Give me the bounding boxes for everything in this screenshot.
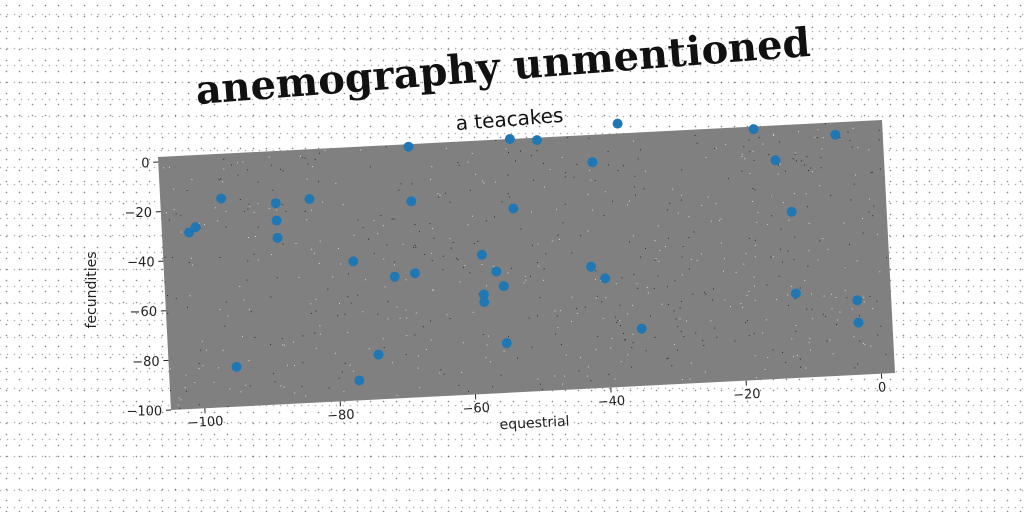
data-point xyxy=(231,361,242,372)
data-point xyxy=(853,317,864,328)
data-point xyxy=(403,141,414,152)
data-point xyxy=(479,297,490,307)
data-point xyxy=(354,375,365,386)
data-point xyxy=(478,289,489,300)
data-point xyxy=(498,281,509,292)
data-point xyxy=(272,232,283,243)
data-point xyxy=(532,135,542,146)
data-point xyxy=(410,268,420,279)
data-point xyxy=(389,271,400,282)
data-point xyxy=(348,256,359,267)
data-point xyxy=(790,288,801,299)
plot-background xyxy=(158,120,895,410)
x-tick-label: −80 xyxy=(327,408,355,424)
x-tick-label: −60 xyxy=(462,401,490,417)
data-point xyxy=(216,193,227,204)
data-point xyxy=(406,196,417,207)
data-point xyxy=(508,203,519,214)
data-point xyxy=(852,295,863,306)
chart-subtitle: a teacakes xyxy=(455,103,564,135)
data-point xyxy=(491,266,502,277)
data-point xyxy=(504,134,515,144)
x-axis-label: equestrial xyxy=(499,414,570,434)
x-tick-label: −20 xyxy=(733,387,761,403)
data-point xyxy=(476,249,487,260)
chart-title: anemography unmentioned xyxy=(194,19,812,114)
data-point xyxy=(304,194,315,204)
plot-noise xyxy=(163,123,887,409)
y-tick-label: 0 xyxy=(141,156,149,171)
y-tick-label: −100 xyxy=(126,404,162,419)
data-point xyxy=(501,338,512,349)
y-tick-label: −20 xyxy=(125,206,152,221)
y-tick-label: −40 xyxy=(127,256,154,271)
x-tick-label: −100 xyxy=(187,414,223,431)
data-point xyxy=(587,157,598,168)
y-tick-label: −80 xyxy=(132,355,159,370)
x-tick-label: −40 xyxy=(597,394,625,410)
data-point xyxy=(748,124,759,135)
data-point xyxy=(373,349,384,360)
data-point xyxy=(190,222,201,233)
data-point xyxy=(600,273,611,284)
y-axis-label: fecundities xyxy=(84,251,100,328)
data-point xyxy=(770,155,781,166)
data-point xyxy=(786,206,797,217)
data-point xyxy=(830,129,841,140)
data-point xyxy=(271,215,282,226)
data-point xyxy=(612,118,623,129)
data-point xyxy=(636,323,647,334)
plot-area: −100 −80 −60 −40 −20 0 0 −20 −40 −60 −80 −100 xyxy=(125,118,895,431)
data-point xyxy=(586,261,596,272)
data-point xyxy=(270,198,281,209)
x-tick-label: 0 xyxy=(878,380,887,395)
y-tick-label: −60 xyxy=(130,305,157,320)
